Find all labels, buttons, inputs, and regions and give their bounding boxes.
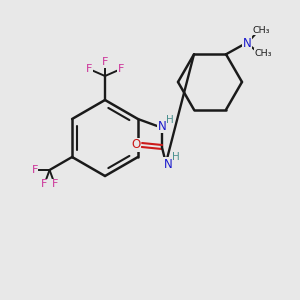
Text: F: F — [52, 179, 58, 189]
Text: H: H — [166, 115, 174, 125]
Text: N: N — [164, 158, 172, 170]
Text: O: O — [131, 139, 140, 152]
Text: CH₃: CH₃ — [254, 49, 272, 58]
Text: N: N — [158, 119, 166, 133]
Text: CH₃: CH₃ — [252, 26, 270, 35]
Text: N: N — [243, 37, 251, 50]
Text: F: F — [86, 64, 92, 74]
Text: F: F — [32, 165, 38, 175]
Text: F: F — [41, 179, 48, 189]
Text: H: H — [172, 152, 180, 162]
Text: F: F — [102, 57, 108, 67]
Text: F: F — [118, 64, 124, 74]
